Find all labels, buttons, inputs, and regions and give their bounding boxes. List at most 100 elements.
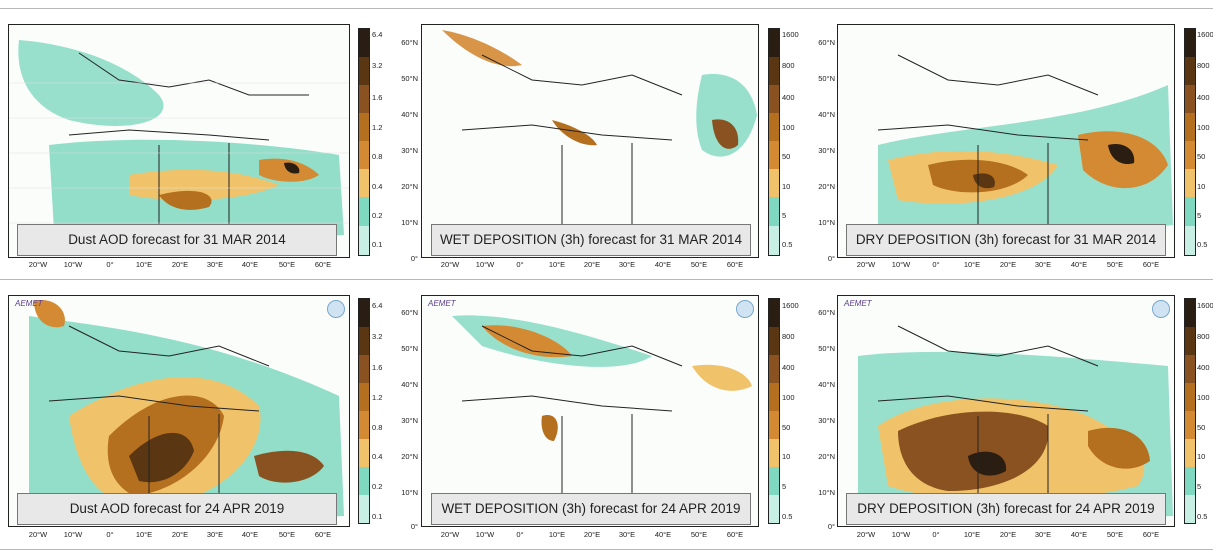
- aemet-logo: AEMET: [15, 299, 43, 308]
- x-tick: 40°E: [241, 530, 259, 539]
- dust-field: [29, 300, 344, 521]
- x-tick: 10°W: [475, 260, 495, 269]
- x-tick: 10°E: [135, 530, 153, 539]
- caption-dry-dep-2019: DRY DEPOSITION (3h) forecast for 24 APR …: [846, 493, 1166, 525]
- y-tick: 10°N: [401, 218, 418, 227]
- colorbar-wet-2014: [768, 28, 780, 256]
- y-tick: 10°N: [401, 488, 418, 497]
- y-tick: 60°N: [818, 38, 835, 47]
- x-tick: 10°E: [135, 260, 153, 269]
- x-tick: 50°E: [690, 530, 708, 539]
- y-tick: 0°: [410, 254, 418, 263]
- x-tick: 30°E: [1034, 260, 1052, 269]
- x-tick: 10°E: [963, 530, 981, 539]
- caption-wet-dep-2014: WET DEPOSITION (3h) forecast for 31 MAR …: [431, 224, 751, 256]
- x-tick: 30°E: [206, 530, 224, 539]
- y-tick: 50°N: [818, 344, 835, 353]
- wmo-logo-icon: [1152, 300, 1170, 318]
- colorbar-dry-2019: [1184, 298, 1196, 524]
- y-tick: 30°N: [401, 146, 418, 155]
- cbar-tick: 0.4: [372, 452, 383, 461]
- x-tick: 10°E: [548, 260, 566, 269]
- y-tick: 50°N: [401, 74, 418, 83]
- colorbar-aod-2019: [358, 298, 370, 524]
- cbar-tick: 6.4: [372, 30, 383, 39]
- x-tick: 20°E: [999, 530, 1017, 539]
- cbar-tick: 400: [782, 363, 795, 372]
- cbar-tick: 10: [782, 182, 791, 191]
- cbar-tick: 50: [1197, 423, 1206, 432]
- cbar-tick: 0.5: [782, 512, 793, 521]
- y-tick: 40°N: [818, 380, 835, 389]
- y-tick: 60°N: [401, 308, 418, 317]
- x-tick: 10°W: [891, 530, 911, 539]
- cbar-tick: 0.5: [1197, 240, 1208, 249]
- x-tick: 40°E: [241, 260, 259, 269]
- x-tick: 50°E: [278, 530, 296, 539]
- cbar-tick: 0.5: [1197, 512, 1208, 521]
- y-tick: 20°N: [818, 452, 835, 461]
- bottom-divider: [0, 549, 1213, 550]
- x-tick: 20°E: [171, 530, 189, 539]
- x-tick: 50°E: [278, 260, 296, 269]
- y-tick: 30°N: [401, 416, 418, 425]
- x-tick: 0°: [516, 530, 524, 539]
- x-tick: 60°E: [1142, 530, 1160, 539]
- cbar-tick: 800: [1197, 61, 1210, 70]
- dry-dep-field: [877, 54, 1173, 235]
- x-tick: 20°W: [856, 260, 876, 269]
- cbar-tick: 3.2: [372, 61, 383, 70]
- y-tick: 20°N: [401, 452, 418, 461]
- cbar-tick: 0.2: [372, 211, 383, 220]
- cbar-tick: 50: [1197, 152, 1206, 161]
- y-tick: 60°N: [401, 38, 418, 47]
- colorbar-aod-2014: [358, 28, 370, 256]
- wet-dep-field: [442, 30, 757, 235]
- cbar-tick: 1.2: [372, 393, 383, 402]
- y-tick: 0°: [827, 522, 835, 531]
- middle-divider: [0, 279, 1213, 280]
- cbar-tick: 5: [1197, 211, 1202, 220]
- x-tick: 30°E: [618, 260, 636, 269]
- x-tick: 20°E: [583, 260, 601, 269]
- caption-dust-aod-2019: Dust AOD forecast for 24 APR 2019: [17, 493, 337, 525]
- cbar-tick: 800: [782, 332, 795, 341]
- y-tick: 0°: [410, 522, 418, 531]
- cbar-tick: 10: [1197, 452, 1206, 461]
- x-tick: 20°W: [28, 530, 48, 539]
- cbar-tick: 100: [782, 393, 795, 402]
- cbar-tick: 10: [782, 452, 791, 461]
- cbar-tick: 1600: [1197, 301, 1213, 310]
- cbar-tick: 5: [782, 211, 787, 220]
- y-tick: 60°N: [818, 308, 835, 317]
- x-tick: 50°E: [1106, 530, 1124, 539]
- x-tick: 20°E: [171, 260, 189, 269]
- aemet-logo: AEMET: [844, 299, 872, 308]
- y-tick: 10°N: [818, 488, 835, 497]
- cbar-tick: 3.2: [372, 332, 383, 341]
- y-tick: 40°N: [401, 110, 418, 119]
- x-tick: 50°E: [690, 260, 708, 269]
- cbar-tick: 400: [1197, 93, 1210, 102]
- x-tick: 40°E: [654, 530, 672, 539]
- x-tick: 60°E: [726, 260, 744, 269]
- cbar-tick: 1.6: [372, 363, 383, 372]
- cbar-tick: 50: [782, 152, 791, 161]
- cbar-tick: 0.1: [372, 240, 383, 249]
- y-tick: 30°N: [818, 416, 835, 425]
- y-tick: 40°N: [818, 110, 835, 119]
- y-tick: 50°N: [401, 344, 418, 353]
- y-tick: 50°N: [818, 74, 835, 83]
- cbar-tick: 0.4: [372, 182, 383, 191]
- cbar-tick: 0.8: [372, 152, 383, 161]
- cbar-tick: 5: [782, 482, 787, 491]
- aemet-logo: AEMET: [428, 299, 456, 308]
- x-tick: 50°E: [1106, 260, 1124, 269]
- x-tick: 60°E: [726, 530, 744, 539]
- cbar-tick: 0.5: [782, 240, 793, 249]
- wet-dep-field: [452, 315, 752, 506]
- map-dust-aod-2019: AEMET: [8, 295, 350, 527]
- x-tick: 10°W: [63, 530, 83, 539]
- x-tick: 0°: [932, 260, 940, 269]
- dry-dep-field: [858, 325, 1173, 521]
